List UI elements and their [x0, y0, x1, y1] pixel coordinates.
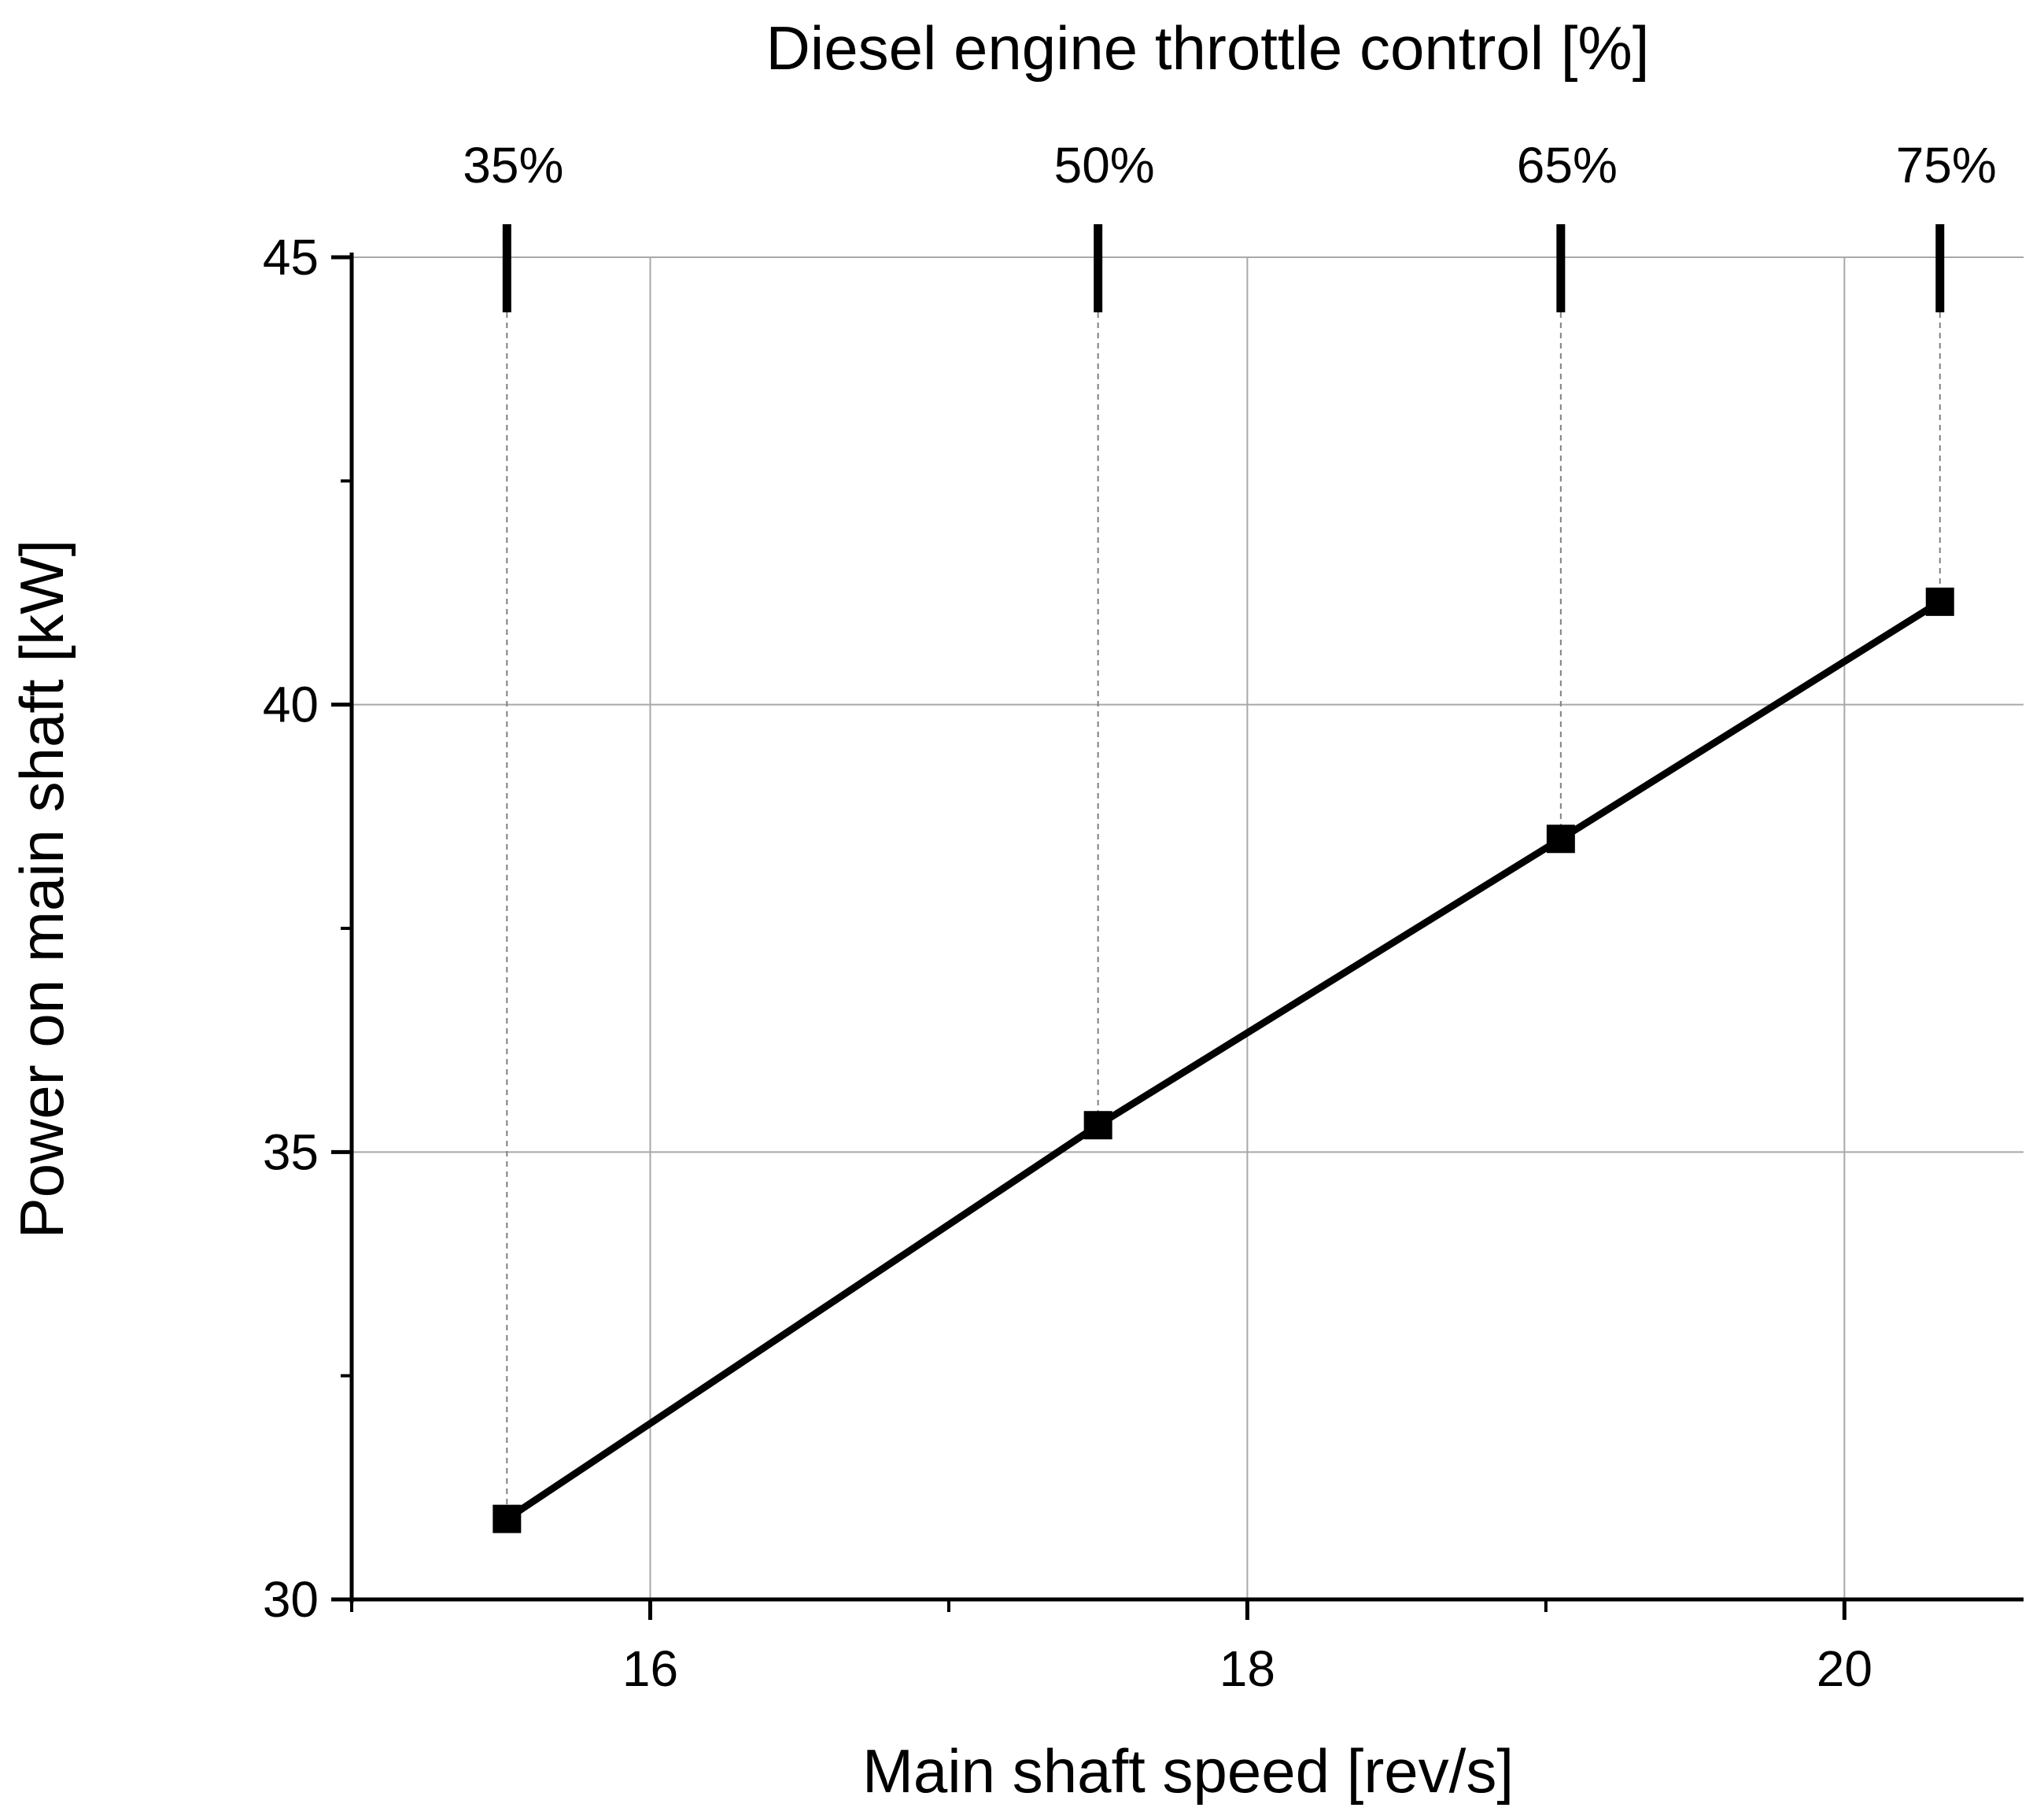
x-tick-label: 20	[1817, 1640, 1872, 1697]
data-point-marker	[1083, 1111, 1112, 1140]
throttle-label: 75%	[1896, 137, 1997, 194]
x-tick-label: 18	[1219, 1640, 1275, 1697]
y-axis-title: Power on main shaft [kW]	[7, 540, 76, 1239]
top-axis-title: Diesel engine throttle control [%]	[766, 13, 1650, 83]
series-layer	[493, 587, 1954, 1533]
y-tick-label: 30	[263, 1571, 319, 1628]
y-tick-label: 45	[263, 229, 319, 286]
y-tick-label: 35	[263, 1123, 319, 1180]
label-layer: Diesel engine throttle control [%] Main …	[7, 13, 1997, 1806]
throttle-label: 65%	[1517, 137, 1618, 194]
data-point-marker	[493, 1504, 522, 1533]
guide-layer	[506, 312, 1941, 1519]
data-point-marker	[1925, 587, 1954, 616]
x-axis-title: Main shaft speed [rev/s]	[862, 1736, 1514, 1806]
throttle-label: 50%	[1054, 137, 1155, 194]
x-tick-label: 16	[622, 1640, 678, 1697]
axis-layer: 30 35 40 45 16 18 20	[263, 224, 2024, 1697]
grid-layer	[352, 256, 2024, 1600]
data-point-marker	[1546, 824, 1575, 854]
y-tick-label: 40	[263, 677, 319, 733]
throttle-label: 35%	[463, 137, 563, 194]
series-line	[504, 599, 1943, 1522]
